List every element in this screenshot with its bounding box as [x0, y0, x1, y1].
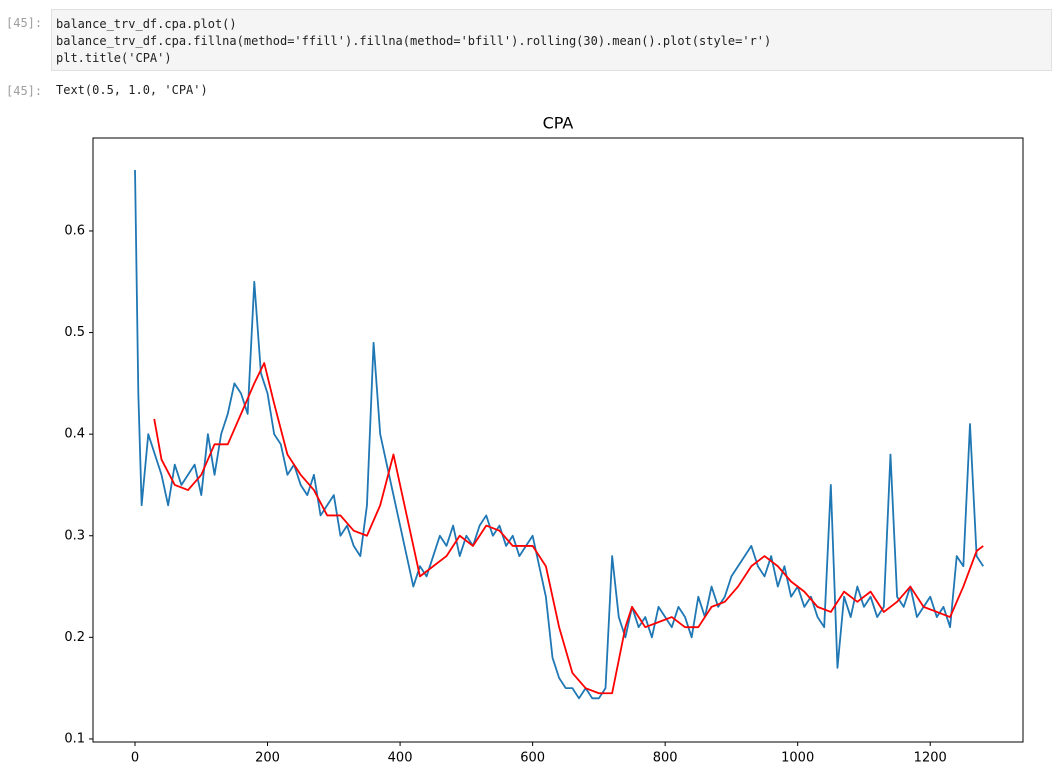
- y-tick-label: 0.6: [64, 223, 85, 238]
- x-tick-label: 600: [520, 751, 545, 766]
- y-tick-label: 0.2: [64, 630, 85, 645]
- y-tick-label: 0.1: [64, 731, 85, 746]
- x-tick-label: 800: [653, 751, 678, 766]
- axes-frame: [92, 137, 1024, 743]
- output-prompt: [45]:: [6, 84, 43, 98]
- code-line: balance_trv_df.cpa.plot(): [56, 17, 237, 31]
- chart-title: CPA: [543, 114, 574, 133]
- code-line: balance_trv_df.cpa.fillna(method='ffill'…: [56, 34, 772, 48]
- y-tick-label: 0.4: [64, 427, 85, 442]
- x-tick-label: 0: [131, 751, 139, 766]
- x-tick-label: 200: [255, 751, 280, 766]
- cell-output: Text(0.5, 1.0, 'CPA'): [56, 83, 208, 97]
- series-line: [134, 169, 984, 700]
- y-tick-label: 0.5: [64, 325, 85, 340]
- series-line: [153, 362, 984, 695]
- x-tick-label: 400: [388, 751, 413, 766]
- x-tick-label: 1200: [914, 751, 947, 766]
- input-prompt: [45]:: [6, 16, 43, 30]
- x-tick-label: 1000: [781, 751, 814, 766]
- code-cell[interactable]: balance_trv_df.cpa.plot() balance_trv_df.…: [51, 9, 1052, 71]
- code-line: plt.title('CPA'): [56, 51, 172, 65]
- y-tick-label: 0.3: [64, 528, 85, 543]
